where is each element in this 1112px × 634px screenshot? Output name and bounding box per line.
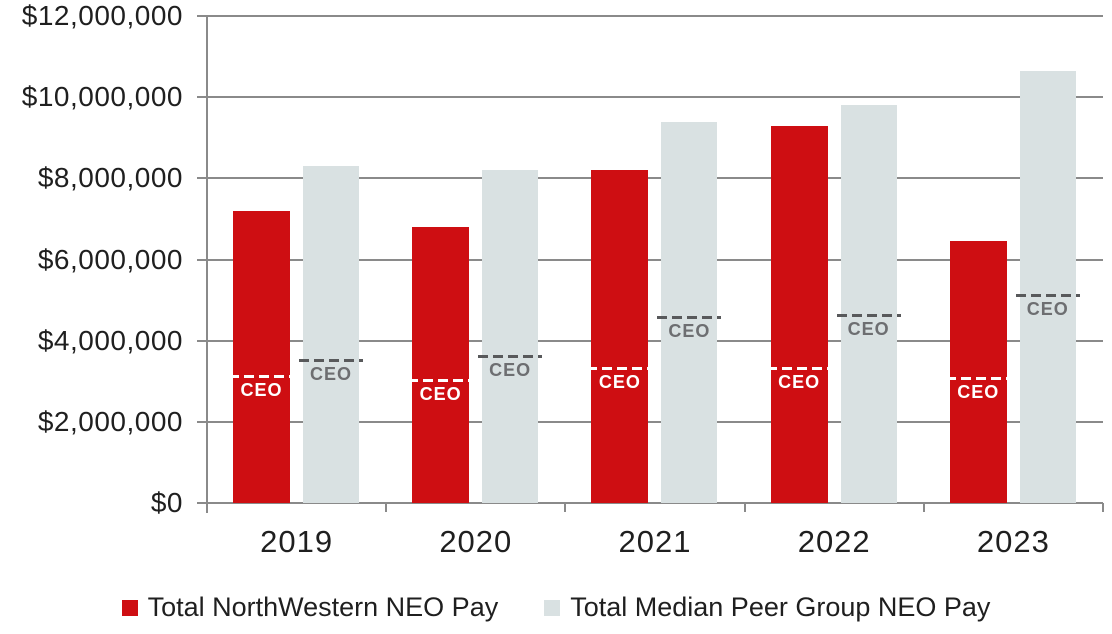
gridline-6000000	[197, 258, 1103, 261]
ceo-dashed-line	[836, 314, 901, 318]
ceo-dashed-line	[657, 316, 722, 320]
ceo-marker-peer-2020: CEO	[478, 354, 543, 380]
legend-swatch-icon	[121, 599, 138, 616]
x-axis-label-2021: 2021	[618, 524, 692, 559]
ceo-marker-label: CEO	[847, 319, 890, 340]
x-axis-tick	[206, 503, 208, 512]
y-axis-label: $12,000,000	[21, 0, 183, 31]
y-axis-label: $10,000,000	[21, 81, 183, 113]
y-axis-label: $2,000,000	[37, 405, 183, 437]
gridline-12000000	[197, 15, 1103, 17]
legend-item-northwestern: Total NorthWestern NEO Pay	[121, 592, 499, 623]
ceo-dashed-line	[945, 377, 1011, 381]
bar-northwestern-2023	[949, 241, 1007, 503]
ceo-marker-peer-2023: CEO	[1015, 294, 1080, 320]
bar-northwestern-2021	[591, 170, 649, 503]
ceo-marker-peer-2021: CEO	[657, 316, 722, 342]
ceo-marker-label: CEO	[489, 359, 532, 380]
x-axis-tick	[1102, 503, 1104, 512]
bar-peer-2021	[661, 121, 718, 503]
bar-peer-2020	[482, 170, 539, 503]
x-axis-label-2022: 2022	[797, 524, 871, 559]
bar-peer-2023	[1019, 70, 1076, 503]
ceo-dashed-line	[1015, 294, 1080, 298]
gridline-4000000	[197, 339, 1103, 342]
ceo-marker-label: CEO	[778, 372, 821, 393]
x-axis-tick	[743, 503, 746, 512]
bar-northwestern-2020	[412, 227, 470, 503]
gridline-8000000	[197, 177, 1103, 180]
ceo-dashed-line	[766, 367, 832, 371]
ceo-marker-label: CEO	[1026, 299, 1069, 320]
ceo-marker-peer-2022: CEO	[836, 314, 901, 340]
ceo-marker-northwestern-2019: CEO	[229, 375, 294, 399]
ceo-marker-northwestern-2023: CEO	[945, 377, 1011, 403]
x-axis-tick	[564, 503, 567, 512]
y-axis-label: $8,000,000	[37, 162, 183, 194]
y-axis-label: $6,000,000	[37, 243, 183, 275]
x-axis-tick	[385, 503, 388, 512]
ceo-marker-label: CEO	[240, 380, 283, 401]
ceo-marker-label: CEO	[668, 321, 711, 342]
ceo-marker-label: CEO	[419, 384, 462, 405]
bar-northwestern-2019	[233, 210, 290, 503]
legend-label: Total NorthWestern NEO Pay	[147, 592, 499, 622]
ceo-dashed-line	[229, 375, 294, 379]
ceo-dashed-line	[587, 367, 653, 371]
y-axis-label: $0	[150, 487, 183, 518]
bar-peer-2022	[840, 105, 897, 503]
legend: Total NorthWestern NEO Pay Total Median P…	[0, 592, 1112, 623]
y-axis-line	[206, 16, 208, 513]
ceo-marker-northwestern-2020: CEO	[408, 379, 474, 405]
legend-item-peer: Total Median Peer Group NEO Pay	[544, 592, 990, 623]
ceo-marker-northwestern-2022: CEO	[766, 367, 832, 393]
ceo-marker-label: CEO	[598, 372, 641, 393]
x-axis-label-2019: 2019	[260, 524, 334, 559]
bar-northwestern-2022	[770, 125, 828, 503]
ceo-marker-label: CEO	[309, 363, 352, 384]
ceo-marker-peer-2019: CEO	[299, 358, 363, 384]
ceo-marker-label: CEO	[957, 382, 1000, 403]
x-axis-label-2020: 2020	[439, 524, 513, 559]
y-axis-label: $4,000,000	[37, 324, 183, 356]
gridline-0	[197, 502, 1103, 504]
ceo-marker-northwestern-2021: CEO	[587, 367, 653, 393]
bar-peer-2019	[303, 166, 359, 503]
x-axis-label-2023: 2023	[976, 524, 1050, 559]
x-axis-tick	[922, 503, 925, 512]
gridline-10000000	[197, 96, 1103, 99]
ceo-dashed-line	[478, 354, 543, 358]
legend-label: Total Median Peer Group NEO Pay	[570, 592, 991, 622]
gridline-2000000	[197, 420, 1103, 423]
ceo-dashed-line	[408, 379, 474, 383]
ceo-dashed-line	[299, 358, 363, 362]
legend-swatch-icon	[544, 599, 561, 616]
